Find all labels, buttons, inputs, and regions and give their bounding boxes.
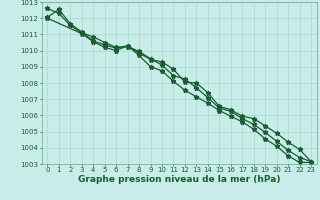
- X-axis label: Graphe pression niveau de la mer (hPa): Graphe pression niveau de la mer (hPa): [78, 175, 280, 184]
